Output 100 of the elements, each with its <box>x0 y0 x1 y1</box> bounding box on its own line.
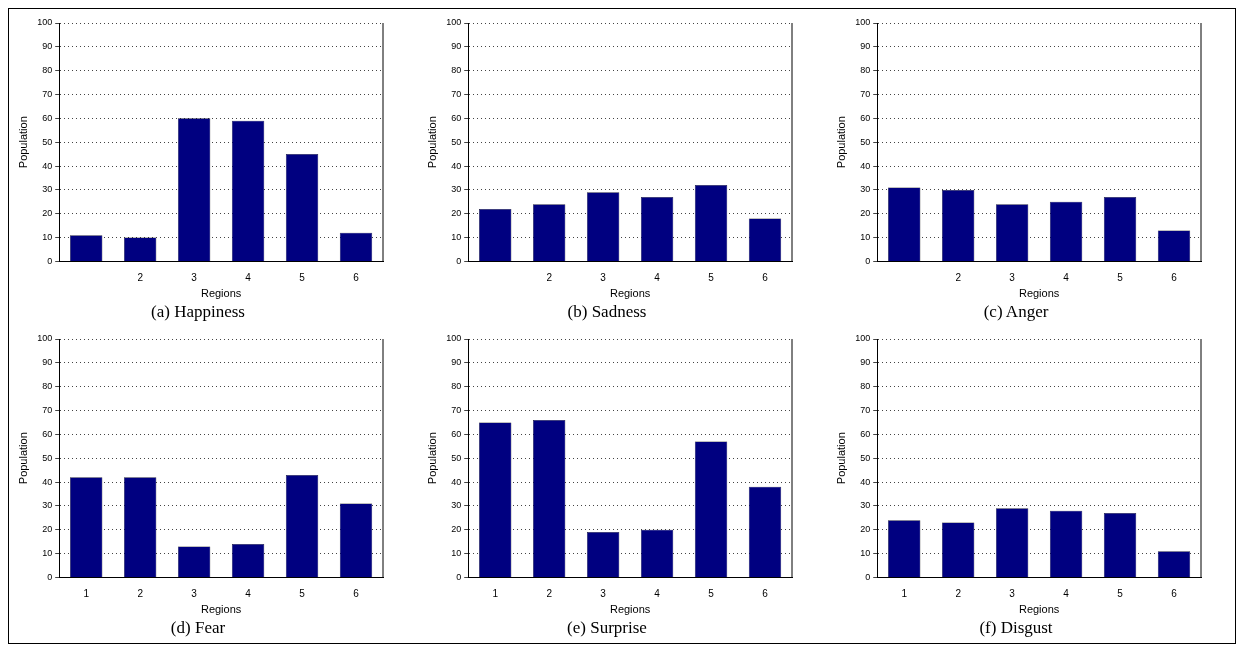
y-tick-label: 70 <box>451 405 462 415</box>
x-tick-label: 3 <box>600 272 607 284</box>
x-tick-label: 5 <box>299 272 306 284</box>
y-tick-label: 80 <box>859 381 870 392</box>
x-axis-title: Regions <box>201 603 243 616</box>
y-tick-label: 40 <box>451 160 462 171</box>
y-tick-label: 70 <box>42 405 53 415</box>
y-tick-label: 60 <box>42 428 53 439</box>
y-tick-label: 40 <box>42 476 53 487</box>
y-tick-label: 50 <box>859 136 870 147</box>
y-tick-label: 70 <box>451 89 462 99</box>
y-tick-label: 20 <box>859 208 870 219</box>
text: (d) Fear <box>171 618 226 638</box>
y-tick-label: 0 <box>456 571 462 582</box>
x-tick-label: 6 <box>1170 272 1177 284</box>
x-tick-label: 3 <box>600 588 607 600</box>
y-tick-label: 100 <box>446 333 462 344</box>
y-tick-label: 20 <box>451 524 462 535</box>
y-tick-label: 40 <box>859 160 870 171</box>
x-axis-title: Regions <box>609 603 651 616</box>
y-tick-label: 60 <box>859 112 870 123</box>
text: (f) Disgust <box>979 618 1053 638</box>
y-tick-label: 20 <box>42 524 53 535</box>
x-tick-label: 4 <box>245 588 252 600</box>
x-tick-label: 5 <box>1116 272 1123 284</box>
y-tick-label: 80 <box>451 65 462 76</box>
x-tick-label: 5 <box>708 588 715 600</box>
y-tick-label: 30 <box>451 500 462 511</box>
y-tick-label: 10 <box>451 548 462 559</box>
y-tick-label: 60 <box>859 428 870 439</box>
y-tick-label: 10 <box>451 232 462 243</box>
text: (e) Surprise <box>567 618 647 638</box>
y-tick-label: 20 <box>42 208 53 219</box>
y-tick-label: 70 <box>859 405 870 415</box>
y-tick-label: 40 <box>451 476 462 487</box>
x-axis-title: Regions <box>1018 287 1060 300</box>
y-tick-label: 20 <box>859 524 870 535</box>
y-axis-title: Population <box>16 432 29 485</box>
y-tick-label: 100 <box>446 17 462 28</box>
y-tick-label: 30 <box>859 500 870 511</box>
y-tick-label: 0 <box>456 255 462 266</box>
y-tick-label: 30 <box>42 184 53 195</box>
y-tick-label: 90 <box>859 357 870 368</box>
y-axis-title: Population <box>425 432 438 485</box>
y-tick-label: 60 <box>42 112 53 123</box>
x-tick-label: 5 <box>299 588 306 600</box>
y-tick-label: 90 <box>42 357 53 368</box>
x-tick-label: 2 <box>546 272 553 284</box>
y-tick-label: 80 <box>451 381 462 392</box>
x-tick-label: 6 <box>1170 588 1177 600</box>
x-tick-label: 1 <box>83 588 90 600</box>
x-tick-label: 4 <box>654 588 661 600</box>
y-tick-label: 10 <box>859 232 870 243</box>
x-axis-title: Regions <box>201 287 243 300</box>
x-tick-label: 2 <box>546 588 553 600</box>
x-tick-label: 4 <box>1062 272 1069 284</box>
x-tick-label: 6 <box>353 588 360 600</box>
y-tick-label: 10 <box>42 232 53 243</box>
y-axis-title: Population <box>16 116 29 169</box>
y-axis-title: Population <box>834 432 847 485</box>
y-tick-label: 0 <box>47 255 53 266</box>
y-tick-label: 50 <box>859 452 870 463</box>
text: (b) Sadness <box>567 302 647 322</box>
y-axis-title: Population <box>425 116 438 169</box>
y-tick-label: 80 <box>42 381 53 392</box>
x-tick-label: 5 <box>708 272 715 284</box>
text: (a) Happiness <box>151 302 246 322</box>
y-tick-label: 100 <box>854 17 870 28</box>
x-tick-label: 6 <box>762 588 769 600</box>
y-tick-label: 30 <box>42 500 53 511</box>
y-tick-label: 40 <box>42 160 53 171</box>
y-tick-label: 80 <box>859 65 870 76</box>
x-tick-label: 3 <box>191 588 198 600</box>
x-tick-label: 4 <box>1062 588 1069 600</box>
y-tick-label: 80 <box>42 65 53 76</box>
y-tick-label: 90 <box>859 41 870 52</box>
y-tick-label: 90 <box>42 41 53 52</box>
y-tick-label: 10 <box>859 548 870 559</box>
y-tick-label: 0 <box>864 255 870 266</box>
x-tick-label: 2 <box>955 272 962 284</box>
y-tick-label: 0 <box>47 571 53 582</box>
x-axis-title: Regions <box>1018 603 1060 616</box>
x-tick-label: 6 <box>762 272 769 284</box>
y-tick-label: 60 <box>451 428 462 439</box>
x-tick-label: 1 <box>901 588 908 600</box>
y-tick-label: 30 <box>451 184 462 195</box>
y-tick-label: 70 <box>42 89 53 99</box>
x-tick-label: 2 <box>955 588 962 600</box>
x-tick-label: 3 <box>191 272 198 284</box>
x-tick-label: 3 <box>1008 272 1015 284</box>
y-tick-label: 60 <box>451 112 462 123</box>
y-axis-title: Population <box>834 116 847 169</box>
x-tick-label: 2 <box>137 588 144 600</box>
x-tick-label: 4 <box>654 272 661 284</box>
y-tick-label: 50 <box>451 136 462 147</box>
y-tick-label: 10 <box>42 548 53 559</box>
x-axis-title: Regions <box>609 287 651 300</box>
x-tick-label: 1 <box>492 588 499 600</box>
text: (c) Anger <box>983 302 1049 322</box>
y-tick-label: 100 <box>854 333 870 344</box>
